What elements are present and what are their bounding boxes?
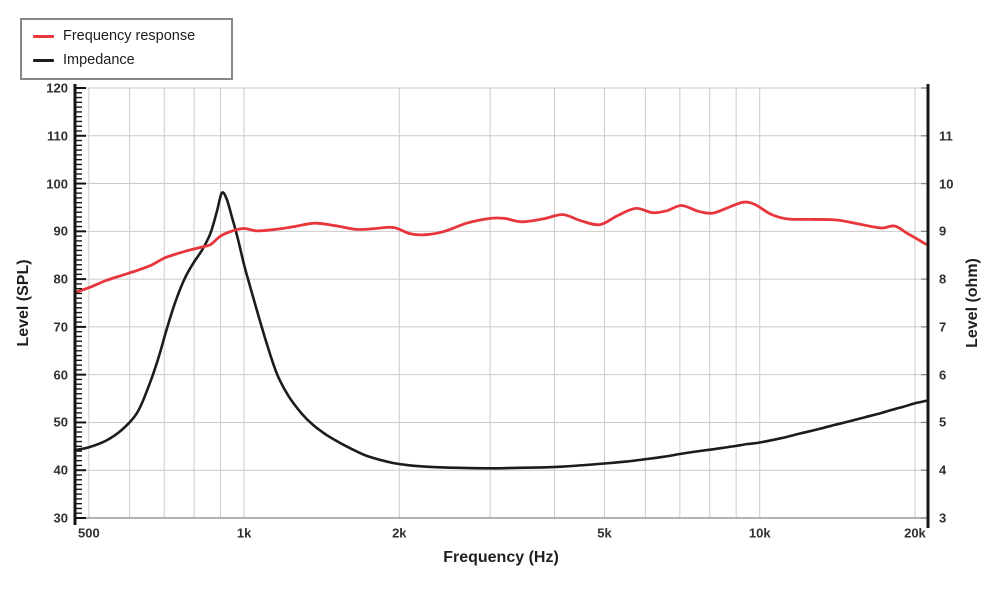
x-tick-label-500: 500 bbox=[77, 525, 100, 541]
y-left-tick-label-50: 50 bbox=[53, 414, 68, 430]
x-tick-label-20k: 20k bbox=[904, 525, 926, 541]
y-right-tick-label-11: 11 bbox=[939, 128, 953, 144]
y-left-tick-label-110: 110 bbox=[47, 128, 68, 144]
y-right-tick-label-9: 9 bbox=[939, 223, 947, 239]
legend-item-impedance: Impedance bbox=[33, 52, 221, 69]
y-left-tick-label-80: 80 bbox=[53, 271, 68, 287]
legend-label-frequency-response: Frequency response bbox=[63, 28, 196, 44]
frequency-response-line-swatch bbox=[33, 34, 54, 38]
x-tick-label-1k: 1k bbox=[236, 525, 252, 541]
x-tick-label-2k: 2k bbox=[392, 525, 407, 541]
y-left-tick-label-100: 100 bbox=[46, 176, 68, 192]
y-left-tick-label-120: 120 bbox=[46, 80, 68, 96]
y-right-tick-label-5: 5 bbox=[939, 414, 947, 430]
y-left-tick-label-30: 30 bbox=[53, 510, 68, 526]
y-left-tick-label-70: 70 bbox=[53, 319, 68, 335]
x-tick-label-10k: 10k bbox=[748, 525, 771, 541]
legend-item-frequency-response: Frequency response bbox=[33, 28, 221, 45]
y-left-tick-label-60: 60 bbox=[53, 367, 68, 383]
x-tick-label-5k: 5k bbox=[597, 525, 612, 541]
x-axis-title: Frequency (Hz) bbox=[443, 549, 559, 566]
y-right-tick-label-6: 6 bbox=[939, 367, 947, 383]
impedance-curve bbox=[73, 191, 928, 470]
y-right-tick-label-7: 7 bbox=[939, 319, 947, 335]
y-right-tick-label-3: 3 bbox=[939, 510, 947, 526]
y-right-tick-label-8: 8 bbox=[939, 271, 947, 287]
y-left-axis-title: Level (SPL) bbox=[15, 259, 32, 347]
frequency-response-curve bbox=[73, 200, 928, 294]
y-right-tick-label-10: 10 bbox=[939, 176, 954, 192]
y-left-tick-label-40: 40 bbox=[53, 462, 68, 478]
legend: Frequency response Impedance bbox=[20, 18, 233, 81]
legend-label-impedance: Impedance bbox=[63, 51, 135, 68]
y-right-tick-label-4: 4 bbox=[939, 462, 947, 478]
impedance-line-swatch bbox=[33, 58, 54, 62]
y-right-axis-title: Level (ohm) bbox=[964, 258, 981, 348]
y-left-tick-label-90: 90 bbox=[53, 223, 68, 239]
